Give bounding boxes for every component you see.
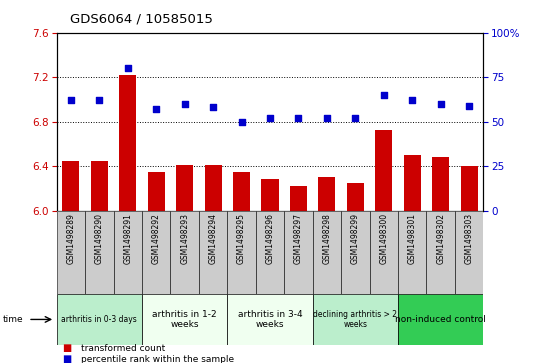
Text: GSM1498299: GSM1498299 xyxy=(351,213,360,264)
Text: GSM1498303: GSM1498303 xyxy=(464,213,474,264)
Text: GSM1498295: GSM1498295 xyxy=(237,213,246,264)
Bar xyxy=(148,172,165,211)
Bar xyxy=(313,211,341,294)
Bar xyxy=(91,160,108,211)
Point xyxy=(180,101,189,107)
Text: GSM1498291: GSM1498291 xyxy=(123,213,132,264)
Bar xyxy=(461,166,477,211)
Text: GDS6064 / 10585015: GDS6064 / 10585015 xyxy=(70,13,213,26)
Bar xyxy=(347,183,364,211)
Text: arthritis in 0-3 days: arthritis in 0-3 days xyxy=(62,315,137,324)
Bar xyxy=(85,211,113,294)
Text: GSM1498293: GSM1498293 xyxy=(180,213,189,264)
Point xyxy=(266,115,274,121)
Point xyxy=(124,65,132,71)
Bar xyxy=(398,294,483,345)
Bar xyxy=(142,211,171,294)
Text: percentile rank within the sample: percentile rank within the sample xyxy=(81,355,234,363)
Text: GSM1498302: GSM1498302 xyxy=(436,213,445,264)
Bar xyxy=(398,211,427,294)
Text: ■: ■ xyxy=(62,354,71,363)
Bar xyxy=(199,211,227,294)
Point xyxy=(408,97,416,103)
Bar xyxy=(119,75,136,211)
Bar xyxy=(427,211,455,294)
Bar xyxy=(341,211,369,294)
Bar xyxy=(369,211,398,294)
Text: arthritis in 3-4
weeks: arthritis in 3-4 weeks xyxy=(238,310,302,329)
Point xyxy=(152,106,160,112)
Point xyxy=(322,115,331,121)
Bar xyxy=(142,294,227,345)
Bar xyxy=(57,294,142,345)
Text: GSM1498290: GSM1498290 xyxy=(95,213,104,264)
Bar xyxy=(233,172,250,211)
Bar xyxy=(284,211,313,294)
Text: GSM1498289: GSM1498289 xyxy=(66,213,76,264)
Bar xyxy=(261,179,279,211)
Point xyxy=(351,115,360,121)
Text: GSM1498300: GSM1498300 xyxy=(379,213,388,264)
Text: arthritis in 1-2
weeks: arthritis in 1-2 weeks xyxy=(152,310,217,329)
Bar xyxy=(205,165,221,211)
Bar xyxy=(176,165,193,211)
Text: GSM1498294: GSM1498294 xyxy=(208,213,218,264)
Text: transformed count: transformed count xyxy=(81,344,165,353)
Text: GSM1498296: GSM1498296 xyxy=(266,213,274,264)
Bar xyxy=(404,155,421,211)
Bar xyxy=(57,211,85,294)
Text: GSM1498297: GSM1498297 xyxy=(294,213,303,264)
Point xyxy=(66,97,75,103)
Bar xyxy=(227,294,313,345)
Point xyxy=(436,101,445,107)
Bar xyxy=(113,211,142,294)
Text: non-induced control: non-induced control xyxy=(395,315,486,324)
Point xyxy=(95,97,104,103)
Point xyxy=(237,119,246,125)
Text: GSM1498292: GSM1498292 xyxy=(152,213,161,264)
Point xyxy=(294,115,303,121)
Bar xyxy=(63,160,79,211)
Point xyxy=(209,105,218,110)
Bar xyxy=(227,211,256,294)
Text: declining arthritis > 2
weeks: declining arthritis > 2 weeks xyxy=(313,310,397,329)
Bar xyxy=(319,177,335,211)
Text: GSM1498298: GSM1498298 xyxy=(322,213,332,264)
Point xyxy=(380,92,388,98)
Bar xyxy=(290,186,307,211)
Bar xyxy=(171,211,199,294)
Point xyxy=(465,103,474,109)
Text: time: time xyxy=(3,315,23,324)
Bar xyxy=(256,211,284,294)
Bar xyxy=(432,157,449,211)
Bar xyxy=(375,130,392,211)
Text: ■: ■ xyxy=(62,343,71,354)
Bar xyxy=(313,294,398,345)
Text: GSM1498301: GSM1498301 xyxy=(408,213,417,264)
Bar xyxy=(455,211,483,294)
